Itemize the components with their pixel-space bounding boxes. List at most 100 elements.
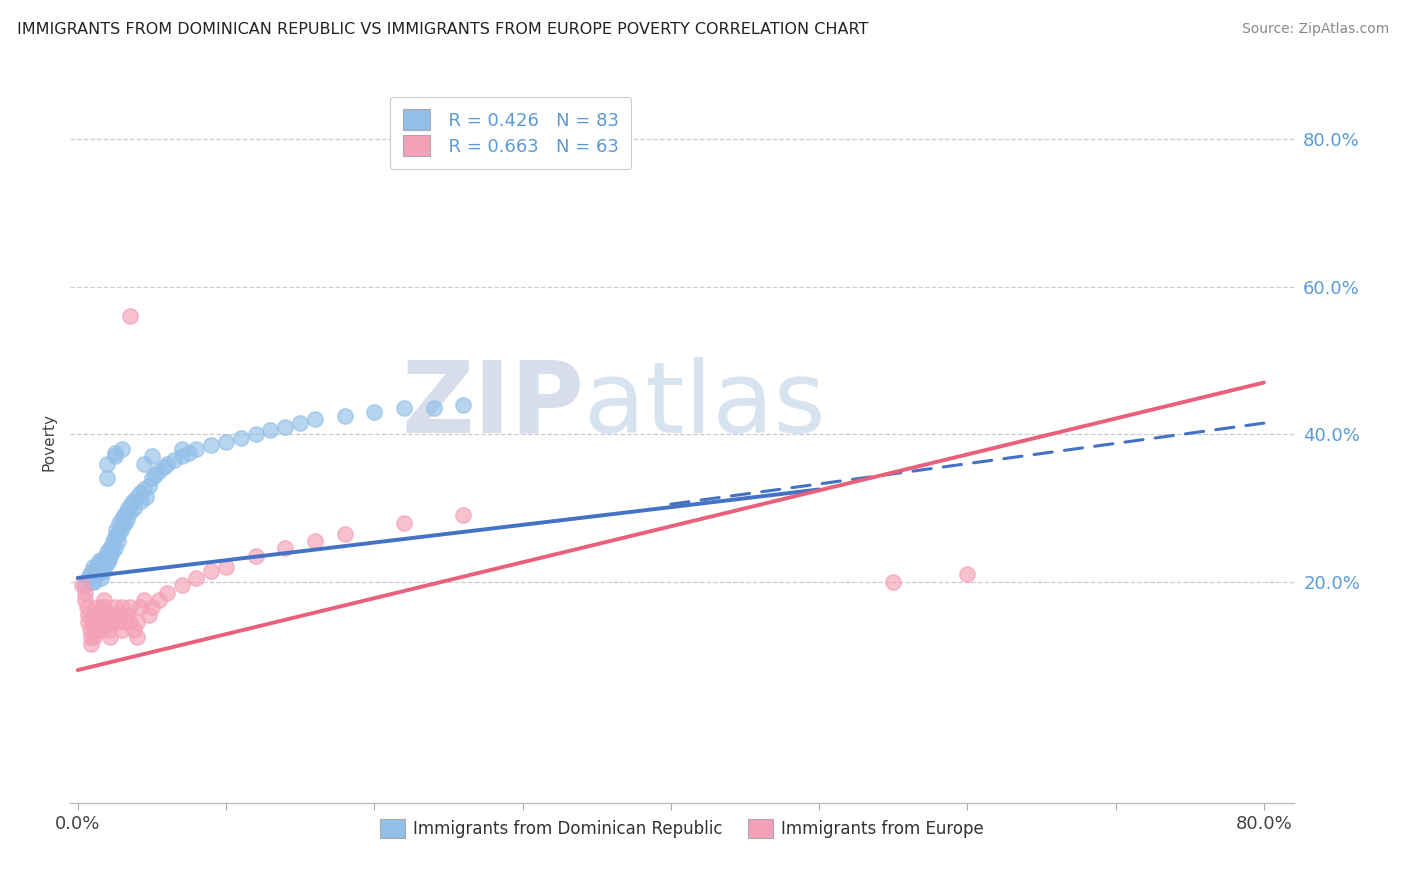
Point [125,630,148,644]
Point [134,593,156,607]
Point [135,490,157,504]
Point [98,541,121,556]
Point [82,560,104,574]
Point [125,490,148,504]
Point [80,630,103,644]
Point [83,630,105,644]
Point [215,560,238,574]
Point [200,564,222,578]
Point [115,607,138,622]
Point [111,442,134,456]
Point [274,419,297,434]
Point [152,460,174,475]
Point [110,523,132,537]
Point [114,615,136,630]
Point [84,615,107,630]
Point [105,607,128,622]
Point [107,534,129,549]
Point [76,600,98,615]
Point [163,453,186,467]
Point [392,401,415,416]
Point [87,600,110,615]
Point [333,526,356,541]
Point [115,505,138,519]
Point [392,516,415,530]
Point [77,607,100,622]
Point [131,493,153,508]
Point [104,600,127,615]
Point [120,497,142,511]
Point [96,607,118,622]
Point [96,615,118,630]
Point [75,593,97,607]
Point [89,560,111,574]
Point [86,560,108,574]
Point [170,442,193,456]
Point [111,512,134,526]
Point [96,471,118,485]
Point [82,564,104,578]
Point [245,549,267,563]
Point [108,516,131,530]
Point [156,457,179,471]
Point [186,571,208,585]
Point [125,615,148,630]
Point [80,574,103,589]
Point [956,567,979,582]
Point [98,630,121,644]
Point [148,593,170,607]
Text: atlas: atlas [583,357,825,454]
Point [134,483,156,497]
Point [96,545,118,559]
Point [84,623,107,637]
Point [89,623,111,637]
Point [87,607,110,622]
Point [122,500,145,515]
Point [80,637,103,651]
Point [98,549,121,563]
Point [229,431,252,445]
Point [77,615,100,630]
Point [138,479,160,493]
Point [83,574,105,589]
Point [114,516,136,530]
Point [112,508,135,523]
Point [304,412,326,426]
Point [156,585,179,599]
Point [215,434,238,449]
Point [103,607,125,622]
Point [87,556,110,570]
Point [104,541,127,556]
Point [93,600,115,615]
Point [129,600,152,615]
Point [115,512,138,526]
Text: ZIP: ZIP [401,357,583,454]
Point [134,457,156,471]
Point [75,578,97,592]
Point [141,471,163,485]
Point [122,623,145,637]
Point [87,567,110,582]
Point [103,534,125,549]
Point [111,600,134,615]
Point [118,615,141,630]
Point [363,405,385,419]
Point [274,541,297,556]
Point [96,457,118,471]
Text: Source: ZipAtlas.com: Source: ZipAtlas.com [1241,22,1389,37]
Point [107,526,129,541]
Point [96,556,118,570]
Point [86,564,108,578]
Text: IMMIGRANTS FROM DOMINICAN REPUBLIC VS IMMIGRANTS FROM EUROPE POVERTY CORRELATION: IMMIGRANTS FROM DOMINICAN REPUBLIC VS IM… [17,22,869,37]
Point [104,445,127,459]
Point [121,493,143,508]
Point [170,578,193,592]
Legend: Immigrants from Dominican Republic, Immigrants from Europe: Immigrants from Dominican Republic, Immi… [373,813,991,845]
Point [200,438,222,452]
Point [101,538,124,552]
Point [148,464,170,478]
Point [77,571,100,585]
Point [82,615,104,630]
Point [70,578,93,592]
Point [104,530,127,544]
